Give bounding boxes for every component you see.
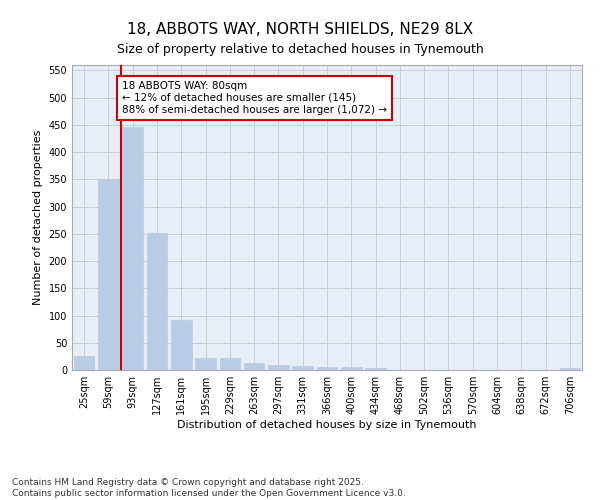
Bar xyxy=(195,358,216,370)
Text: Contains HM Land Registry data © Crown copyright and database right 2025.
Contai: Contains HM Land Registry data © Crown c… xyxy=(12,478,406,498)
Bar xyxy=(122,126,143,370)
Bar xyxy=(146,233,167,370)
Bar xyxy=(268,364,289,370)
Bar xyxy=(74,356,94,370)
Bar xyxy=(317,368,337,370)
Bar xyxy=(220,358,240,370)
Text: 18, ABBOTS WAY, NORTH SHIELDS, NE29 8LX: 18, ABBOTS WAY, NORTH SHIELDS, NE29 8LX xyxy=(127,22,473,38)
Bar xyxy=(560,368,580,370)
Bar xyxy=(171,320,191,370)
Bar xyxy=(292,366,313,370)
Text: 18 ABBOTS WAY: 80sqm
← 12% of detached houses are smaller (145)
88% of semi-deta: 18 ABBOTS WAY: 80sqm ← 12% of detached h… xyxy=(122,82,387,114)
Text: Size of property relative to detached houses in Tynemouth: Size of property relative to detached ho… xyxy=(116,42,484,56)
Y-axis label: Number of detached properties: Number of detached properties xyxy=(33,130,43,305)
Bar xyxy=(244,364,265,370)
X-axis label: Distribution of detached houses by size in Tynemouth: Distribution of detached houses by size … xyxy=(177,420,477,430)
Bar xyxy=(341,368,362,370)
Bar xyxy=(98,180,119,370)
Bar xyxy=(365,368,386,370)
